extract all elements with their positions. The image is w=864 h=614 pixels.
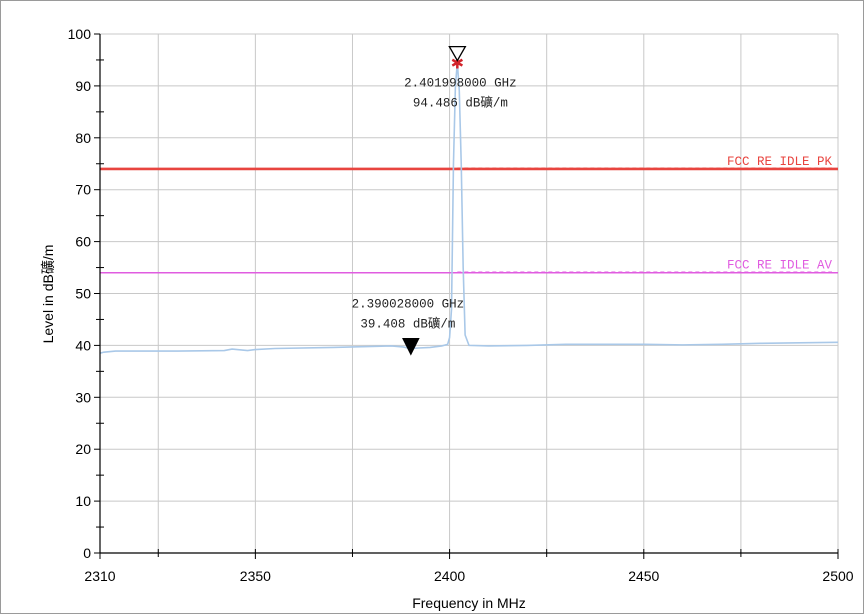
peak-star-icon: ✱: [451, 54, 464, 73]
marker-open-triangle-icon: [448, 45, 467, 62]
y-tick-label: 20: [75, 441, 91, 457]
limit-line-label: FCC RE IDLE AV: [727, 259, 833, 273]
y-tick-label: 30: [75, 389, 91, 405]
y-tick-label: 80: [75, 130, 91, 146]
x-tick-label: 2310: [84, 568, 115, 584]
marker-level-label: 39.408 dB礦/m: [360, 315, 455, 331]
marker-level-label: 94.486 dB礦/m: [413, 95, 508, 111]
trace: [99, 62, 839, 354]
y-tick-label: 0: [83, 545, 91, 561]
trace-line: [99, 62, 839, 354]
grid: [99, 33, 839, 554]
x-axis-title: Frequency in MHz: [412, 595, 526, 611]
x-tick-label: 2350: [240, 568, 271, 584]
marker-frequency-label: 2.401998000 GHz: [404, 77, 517, 91]
x-tick-label: 2450: [628, 568, 659, 584]
axes: 0 10 20 30 40 50 60 70 80 90 100 2310 2350 2400 2450 25…: [68, 26, 854, 584]
y-tick-label: 10: [75, 493, 91, 509]
markers: ✱ 2.401998000 GHz 94.486 dB礦/m 2.390028000 …: [352, 45, 517, 356]
limit-lines: FCC RE IDLE PK FCC RE IDLE AV: [100, 155, 838, 274]
y-tick-label: 90: [75, 78, 91, 94]
y-tick-label: 100: [68, 26, 92, 42]
x-tick-label: 2400: [434, 568, 465, 584]
y-tick-label: 50: [75, 286, 91, 302]
y-axis-title: Level in dB礦/m: [40, 245, 56, 344]
y-tick-label: 40: [75, 337, 91, 353]
marker-filled-triangle-icon: [402, 337, 420, 356]
x-tick-label: 2500: [822, 568, 853, 584]
limit-line-label: FCC RE IDLE PK: [727, 155, 833, 169]
marker-frequency-label: 2.390028000 GHz: [352, 297, 465, 311]
y-tick-label: 70: [75, 182, 91, 198]
y-tick-label: 60: [75, 234, 91, 250]
